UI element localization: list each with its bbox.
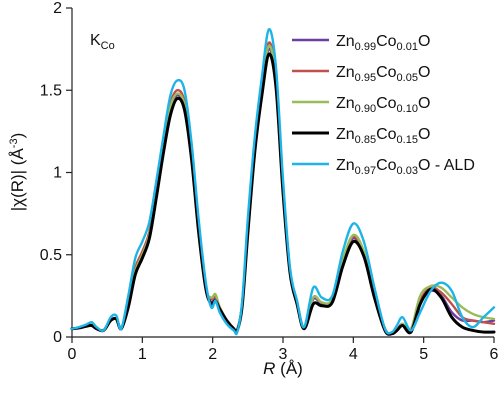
- legend-label-3: Zn0.90Co0.10O: [336, 95, 430, 115]
- legend-label-part: Zn: [336, 33, 355, 50]
- legend-label-part: 0.99: [355, 41, 376, 53]
- legend-label-part: Co: [376, 157, 397, 174]
- legend-label-part: Co: [376, 95, 397, 112]
- k-edge-main: K: [90, 32, 101, 49]
- legend-label-part: O: [418, 95, 430, 112]
- y-axis-title-sup: -3: [8, 138, 20, 148]
- legend-label-part: Zn: [336, 157, 355, 174]
- legend-label-part: 0.05: [397, 72, 418, 84]
- legend-label-part: Zn: [336, 126, 355, 143]
- y-tick-label: 1.5: [40, 82, 62, 99]
- x-tick-labels: 0 1 2 3 4 5 6: [68, 346, 499, 363]
- legend-label-part: 0.97: [355, 165, 376, 177]
- x-axis-title-symbol: R: [263, 359, 275, 378]
- k-edge-annotation: KCo: [90, 32, 115, 52]
- y-tick-labels: 0 0.5 1 1.5 2: [40, 0, 62, 346]
- x-tick-label: 4: [349, 346, 358, 363]
- legend-label-part: 0.10: [397, 103, 418, 115]
- legend-label-part: Zn: [336, 95, 355, 112]
- legend-label-part: 0.95: [355, 72, 376, 84]
- legend-label-part: 0.90: [355, 103, 376, 115]
- y-tick-label: 0: [53, 329, 62, 346]
- legend-label-part: O: [418, 64, 430, 81]
- legend-label-part: Co: [376, 126, 397, 143]
- x-tick-label: 5: [419, 346, 428, 363]
- y-axis-title: |χ(R)| (Å-3): [8, 133, 27, 212]
- x-tick-label: 3: [279, 346, 288, 363]
- x-tick-label: 6: [490, 346, 499, 363]
- legend-label-part: 0.03: [397, 165, 418, 177]
- legend-label-part: 0.15: [397, 134, 418, 146]
- y-axis-title-close: ): [8, 133, 27, 139]
- legend-label-2: Zn0.95Co0.05O: [336, 64, 430, 84]
- tick-marks: [66, 7, 495, 343]
- y-axis-title-main: |χ(R)| (Å: [8, 148, 27, 212]
- y-tick-label: 1: [53, 165, 62, 182]
- legend-label-5: Zn0.97Co0.03O - ALD: [336, 157, 475, 177]
- legend-label-1: Zn0.99Co0.01O: [336, 33, 430, 53]
- y-tick-label: 0.5: [40, 247, 62, 264]
- k-edge-sub: Co: [101, 40, 115, 52]
- x-tick-label: 0: [68, 346, 77, 363]
- legend-label-part: Zn: [336, 64, 355, 81]
- x-tick-label: 2: [208, 346, 217, 363]
- x-tick-label: 1: [138, 346, 147, 363]
- y-tick-label: 2: [53, 0, 62, 17]
- legend-label-4: Zn0.85Co0.15O: [336, 126, 430, 146]
- legend: Zn0.99Co0.01OZn0.95Co0.05OZn0.90Co0.10OZ…: [292, 33, 475, 177]
- legend-label-part: Co: [376, 33, 397, 50]
- legend-label-part: 0.85: [355, 134, 376, 146]
- x-axis-title: R (Å): [263, 359, 303, 378]
- legend-label-part: Co: [376, 64, 397, 81]
- legend-label-part: 0.01: [397, 41, 418, 53]
- x-axis-title-unit: (Å): [275, 359, 302, 378]
- series-lines: [70, 28, 496, 336]
- legend-label-part: O - ALD: [418, 157, 475, 174]
- legend-label-part: O: [418, 33, 430, 50]
- legend-label-part: O: [418, 126, 430, 143]
- series-line-5: [70, 28, 496, 336]
